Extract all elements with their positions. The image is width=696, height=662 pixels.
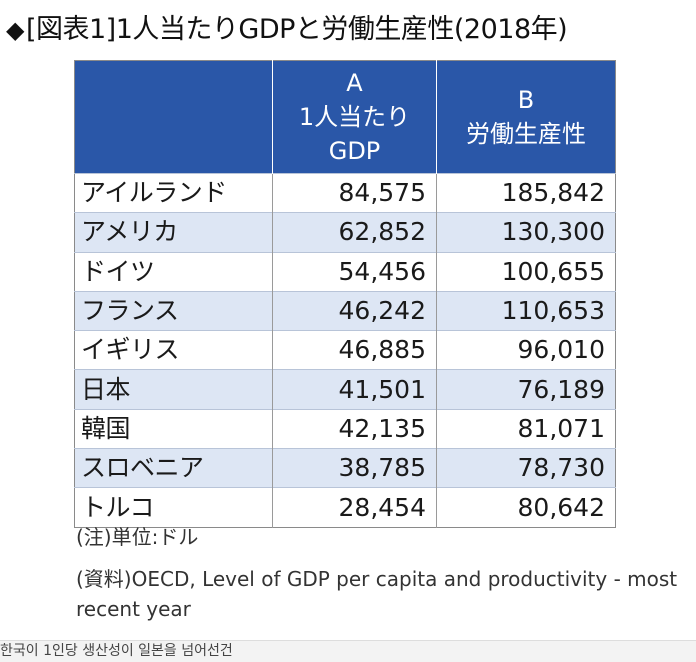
country-cell: トルコ (74, 487, 273, 528)
gdp-cell: 42,135 (272, 408, 437, 449)
gdp-cell: 54,456 (272, 251, 437, 292)
productivity-cell: 78,730 (436, 448, 616, 488)
country-cell: アイルランド (74, 172, 273, 213)
header-productivity-line: 労働生産性 (466, 120, 586, 148)
gdp-cell: 41,501 (272, 369, 437, 410)
country-cell: アメリカ (74, 212, 273, 253)
header-letter-a: A (346, 69, 363, 97)
header-gdp-line-2: GDP (328, 137, 381, 165)
gdp-cell: 84,575 (272, 172, 437, 213)
table-notes: (注)単位:ドル (資料)OECD, Level of GDP per capi… (76, 522, 696, 624)
table-header-row: A 1人当たり GDP B 労働生産性 (74, 60, 616, 174)
productivity-cell: 80,642 (436, 487, 616, 528)
gdp-cell: 46,242 (272, 290, 437, 331)
table-row: 韓国 42,135 81,071 (74, 408, 616, 449)
productivity-cell: 130,300 (436, 212, 616, 253)
data-table: A 1人当たり GDP B 労働生産性 アイルランド 84,575 185,84… (74, 60, 616, 528)
gdp-cell: 46,885 (272, 330, 437, 370)
header-corner-cell (74, 60, 273, 174)
country-cell: 韓国 (74, 408, 273, 449)
header-letter-b: B (517, 86, 535, 114)
header-labor-productivity: B 労働生産性 (436, 60, 616, 174)
country-cell: イギリス (74, 330, 273, 370)
diamond-icon: ◆ (6, 16, 24, 44)
productivity-cell: 96,010 (436, 330, 616, 370)
table-row: フランス 46,242 110,653 (74, 290, 616, 331)
gdp-cell: 28,454 (272, 487, 437, 528)
image-caption: 한국이 1인당 생산성이 일본을 넘어선건 (0, 640, 696, 662)
header-gdp-per-capita: A 1人当たり GDP (272, 60, 437, 174)
table-row: ドイツ 54,456 100,655 (74, 251, 616, 292)
table-row: アメリカ 62,852 130,300 (74, 212, 616, 253)
productivity-cell: 185,842 (436, 172, 616, 213)
figure-title-text: [図表1]1人当たりGDPと労働生産性(2018年) (25, 14, 568, 45)
country-cell: 日本 (74, 369, 273, 410)
country-cell: フランス (74, 290, 273, 331)
table-row: トルコ 28,454 80,642 (74, 487, 616, 528)
country-cell: スロベニア (74, 448, 273, 488)
productivity-cell: 81,071 (436, 408, 616, 449)
gdp-cell: 38,785 (272, 448, 437, 488)
table-row: スロベニア 38,785 78,730 (74, 448, 616, 488)
country-cell: ドイツ (74, 251, 273, 292)
unit-note: (注)単位:ドル (76, 525, 199, 549)
gdp-cell: 62,852 (272, 212, 437, 253)
header-gdp-line-1: 1人当たり (298, 103, 411, 131)
table-row: イギリス 46,885 96,010 (74, 330, 616, 370)
productivity-cell: 100,655 (436, 251, 616, 292)
table-row: 日本 41,501 76,189 (74, 369, 616, 410)
source-note: (資料)OECD, Level of GDP per capita and pr… (76, 567, 678, 621)
productivity-cell: 110,653 (436, 290, 616, 331)
table-row: アイルランド 84,575 185,842 (74, 172, 616, 213)
figure-title: ◆[図表1]1人当たりGDPと労働生産性(2018年) (6, 8, 568, 52)
productivity-cell: 76,189 (436, 369, 616, 410)
